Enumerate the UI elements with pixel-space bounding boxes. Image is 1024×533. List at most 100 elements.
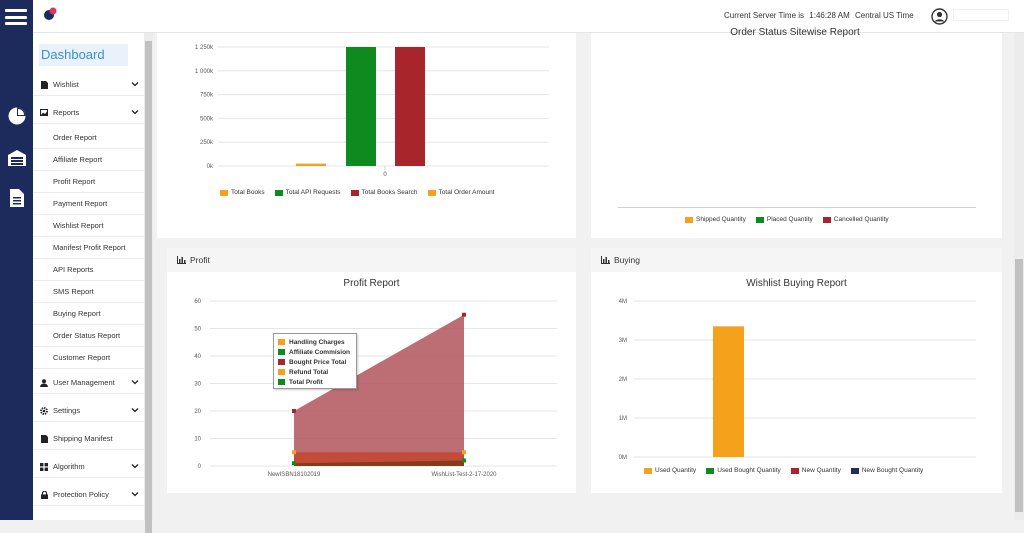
legend-label: Used Quantity — [655, 467, 697, 474]
gear-icon — [40, 406, 48, 415]
profit-chart-title: Profit Report — [343, 278, 400, 289]
sidebar-subitem-wishlist-report[interactable]: Wishlist Report — [33, 215, 144, 237]
warehouse-icon[interactable] — [0, 142, 33, 174]
main-scrollbar[interactable] — [1014, 33, 1024, 520]
legend-swatch — [644, 467, 652, 474]
sidebar-scrollbar[interactable] — [144, 33, 153, 533]
legend-item[interactable]: Used Bought Quantity — [706, 467, 781, 474]
bar-total-books — [296, 163, 326, 166]
sidebar-item-label: Algorithm — [53, 462, 85, 471]
tooltip-swatch — [278, 339, 285, 345]
y-tick-label: 3M — [619, 338, 627, 344]
legend-item[interactable]: Cancelled Quantity — [822, 216, 889, 223]
sidebar-subitem-affiliate-report[interactable]: Affiliate Report — [33, 149, 144, 171]
legend-item[interactable]: New Bought Quantity — [850, 467, 923, 474]
sidebar-item-label: Wishlist — [53, 80, 79, 89]
api-report-chart: 1 250k 1 000k 750k 500k 250k 0k 0 — [195, 45, 549, 178]
user-icon — [40, 378, 48, 387]
notification-icon[interactable] — [43, 7, 57, 21]
area-bought-price-total — [294, 314, 464, 466]
legend-item[interactable]: Placed Quantity — [755, 216, 813, 223]
y-tick-label: 10 — [194, 437, 201, 443]
sidebar-subitem-customer-report[interactable]: Customer Report — [33, 347, 144, 369]
pie-chart-icon[interactable] — [0, 100, 33, 132]
legend-label: Shipped Quantity — [696, 216, 746, 223]
legend-item[interactable]: Total Order Amount — [427, 189, 495, 196]
legend-item[interactable]: Shipped Quantity — [685, 216, 746, 223]
api-chart-legend: Total Books Total API Requests Total Boo… — [220, 189, 505, 196]
legend-swatch — [685, 216, 693, 223]
point-handling-charges — [292, 450, 296, 455]
legend-label: Placed Quantity — [766, 216, 813, 223]
sidebar-item-reports[interactable]: Reports — [33, 102, 144, 124]
chevron-down-icon — [131, 490, 139, 498]
notification-badge — [49, 7, 57, 15]
sidebar-scrollbar-thumb[interactable] — [145, 41, 152, 533]
sidebar-subitem-manifest-profit-report[interactable]: Manifest Profit Report — [33, 237, 144, 259]
point-total-profit — [462, 458, 466, 463]
profit-chart-tooltip: Handling Charges Affiliate Commision Bou… — [273, 333, 357, 389]
legend-label: New Quantity — [801, 467, 841, 474]
sidebar-item-shipping-manifest[interactable]: Shipping Manifest — [33, 428, 144, 450]
profit-chart: 60 50 40 30 20 10 0 NewISBN18102019 WishList-Tes… — [194, 299, 557, 478]
legend-swatch — [706, 467, 715, 474]
sidebar-item-settings[interactable]: Settings — [33, 400, 144, 422]
legend-item[interactable]: Total Books — [220, 189, 265, 196]
main-scrollbar-thumb[interactable] — [1015, 259, 1023, 512]
sidebar-subitem-payment-report[interactable]: Payment Report — [33, 193, 144, 215]
legend-item[interactable]: New Quantity — [790, 467, 841, 474]
legend-item[interactable]: Used Quantity — [644, 467, 696, 474]
legend-swatch — [822, 216, 831, 223]
point-bought-price-total — [462, 312, 466, 317]
sidebar-item-user-management[interactable]: User Management — [33, 372, 144, 394]
y-tick-label: 1 000k — [195, 69, 214, 75]
sidebar-subitem-order-report[interactable]: Order Report — [33, 127, 144, 149]
tooltip-row: Refund Total — [278, 367, 352, 377]
sidebar-subitem-sms-report[interactable]: SMS Report — [33, 281, 144, 303]
tooltip-label: Refund Total — [289, 368, 329, 376]
tooltip-swatch — [278, 359, 285, 365]
buying-chart-legend: Used Quantity Used Bought Quantity New Q… — [644, 467, 933, 474]
bar-total-api-requests — [346, 47, 376, 166]
tooltip-row: Bought Price Total — [278, 357, 352, 367]
legend-item[interactable]: Total Books Search — [350, 189, 418, 196]
document-icon — [40, 434, 48, 443]
sidebar-subitem-profit-report[interactable]: Profit Report — [33, 171, 144, 193]
legend-item[interactable]: Total API Requests — [274, 189, 341, 196]
user-name[interactable] — [953, 9, 1009, 21]
order-status-title: Order Status Sitewise Report — [730, 27, 860, 37]
sidebar: Dashboard Wishlist Reports Order Report … — [33, 33, 144, 520]
tooltip-row: Handling Charges — [278, 337, 352, 347]
legend-label: Total Books Search — [361, 189, 418, 196]
server-time-value: 1:46:28 AM — [809, 11, 850, 20]
user-avatar-icon[interactable] — [931, 8, 948, 25]
sidebar-subitem-order-status-report[interactable]: Order Status Report — [33, 325, 144, 347]
tooltip-row: Total Profit — [278, 377, 352, 387]
bar-total-books-search — [395, 47, 425, 166]
tooltip-swatch — [278, 379, 285, 385]
point-handling-charges — [462, 450, 466, 455]
lock-icon — [40, 490, 48, 499]
sidebar-subitem-buying-report[interactable]: Buying Report — [33, 303, 144, 325]
sidebar-item-label: User Management — [53, 378, 115, 387]
sidebar-subitem-api-reports[interactable]: API Reports — [33, 259, 144, 281]
y-tick-label: 0 — [198, 464, 202, 470]
tooltip-label: Bought Price Total — [289, 358, 347, 366]
profit-panel-header: Profit — [167, 248, 576, 272]
sidebar-item-wishlist[interactable]: Wishlist — [33, 74, 144, 96]
y-tick-label: 40 — [194, 354, 201, 360]
bar-used-quantity — [713, 326, 744, 457]
sidebar-item-algorithm[interactable]: Algorithm — [33, 456, 144, 478]
server-time-label: Current Server Time is — [724, 11, 805, 20]
legend-swatch — [274, 189, 283, 196]
legend-swatch — [350, 189, 359, 196]
chevron-down-icon — [131, 378, 139, 386]
dashboard-title[interactable]: Dashboard — [39, 44, 128, 66]
server-time: Current Server Time is 1:46:28 AM Centra… — [724, 11, 917, 20]
document-icon[interactable] — [0, 182, 33, 214]
y-tick-label: 2M — [619, 377, 627, 383]
tooltip-swatch — [278, 349, 285, 355]
hamburger-menu-icon[interactable] — [5, 9, 27, 25]
file-icon — [40, 80, 48, 89]
sidebar-item-protection-policy[interactable]: Protection Policy — [33, 484, 144, 506]
